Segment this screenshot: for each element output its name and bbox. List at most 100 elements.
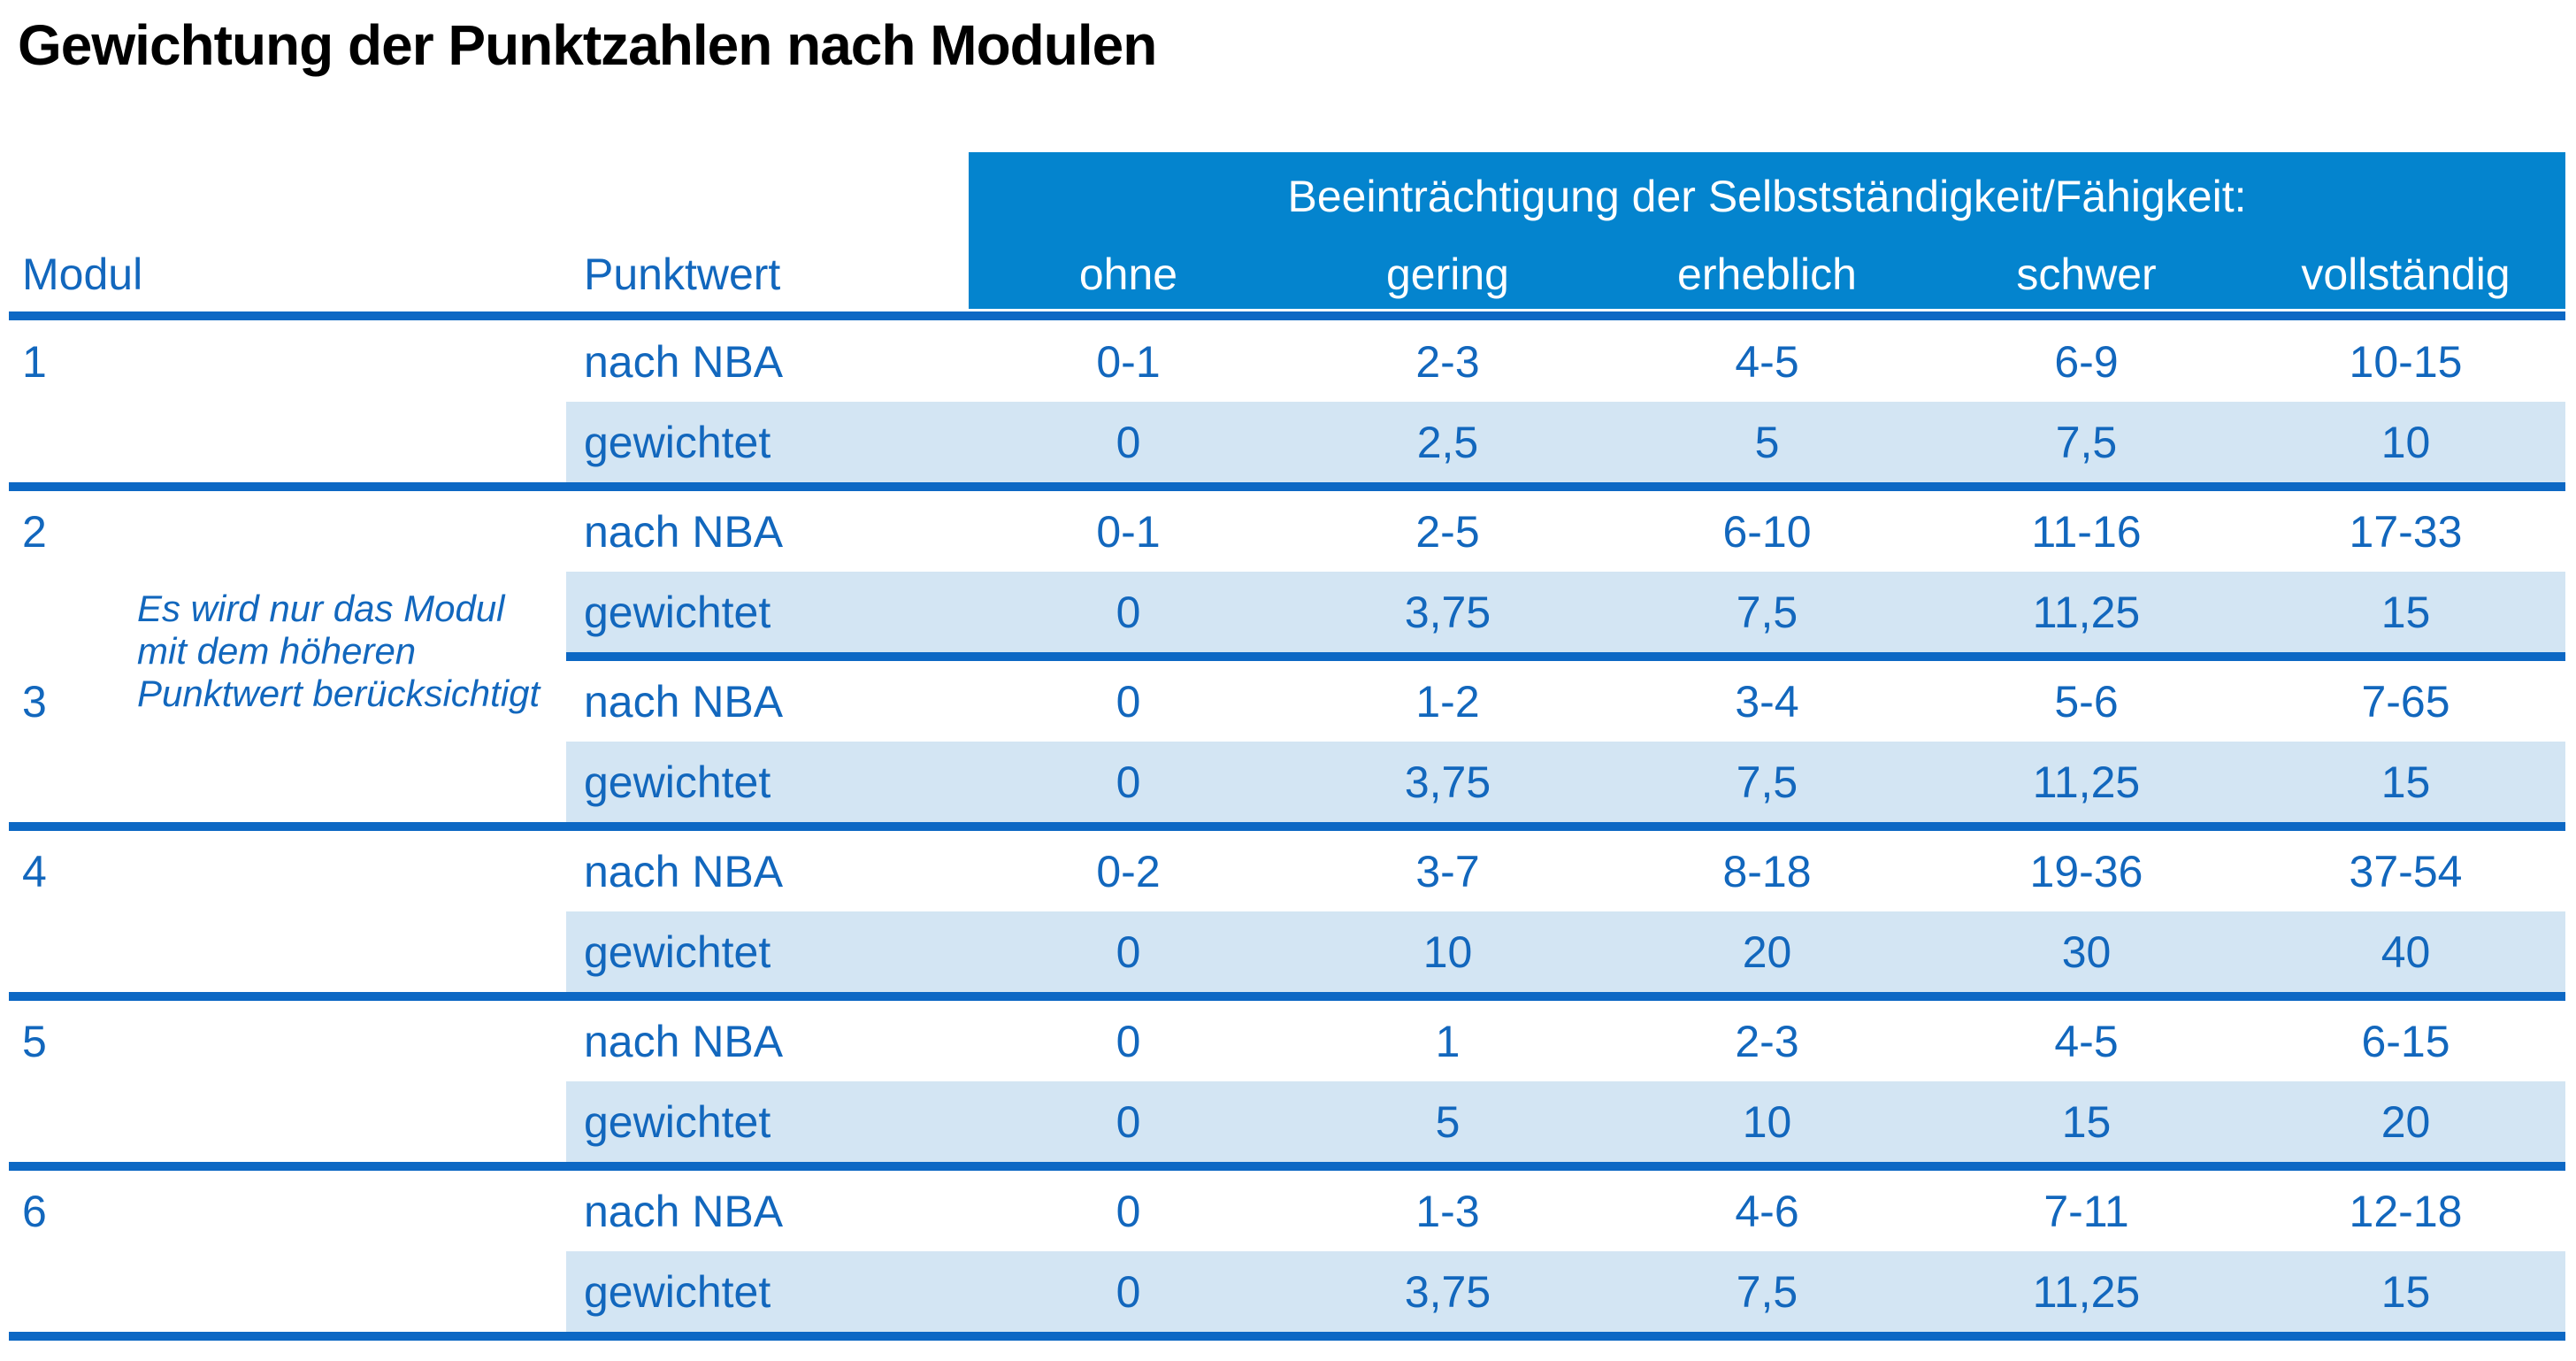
score-cell: 0 [1116, 757, 1141, 807]
score-cell: 17-33 [2349, 506, 2463, 557]
score-cell: 4-6 [1735, 1186, 1799, 1236]
row-type-label: gewichtet [584, 757, 771, 807]
column-header-punktwert: Punktwert [584, 249, 781, 299]
row-highlight [566, 1081, 2565, 1162]
score-cell: 11,25 [2032, 757, 2141, 807]
score-cell: 11-16 [2031, 506, 2142, 557]
table-header-band [969, 152, 2565, 309]
row-highlight [566, 402, 2565, 482]
score-cell: 0 [1116, 1096, 1141, 1147]
row-module-4-weighted: gewichtet 0 10 20 30 40 [0, 911, 2576, 992]
score-cell: 0 [1116, 417, 1141, 467]
row-type-label: gewichtet [584, 1266, 771, 1317]
score-cell: 5-6 [2054, 676, 2119, 727]
group-divider [9, 482, 2565, 491]
score-cell: 1 [1435, 1016, 1460, 1066]
score-cell: 15 [2380, 1266, 2431, 1317]
row-module-6-nba: 6 nach NBA 0 1-3 4-6 7-11 12-18 [0, 1171, 2576, 1251]
row-type-label: nach NBA [584, 846, 784, 896]
score-cell: 7,5 [1736, 757, 1798, 807]
row-highlight [566, 572, 2565, 652]
score-cell: 6-9 [2054, 336, 2119, 387]
group-divider [9, 992, 2565, 1001]
score-cell: 37-54 [2349, 846, 2463, 896]
column-header-schwer: schwer [2016, 249, 2157, 299]
column-header-gering: gering [1386, 249, 1509, 299]
score-cell: 19-36 [2029, 846, 2143, 896]
score-cell: 20 [2380, 1096, 2431, 1147]
score-cell: 2-5 [1415, 506, 1480, 557]
module-number: 1 [22, 336, 47, 387]
row-module-1-nba: 1 nach NBA 0-1 2-3 4-5 6-9 10-15 [0, 321, 2576, 402]
score-cell: 15 [2380, 587, 2431, 637]
module-number: 6 [22, 1186, 47, 1236]
score-cell: 5 [1754, 417, 1780, 467]
score-cell: 30 [2061, 927, 2112, 977]
row-type-label: nach NBA [584, 336, 784, 387]
module-number: 3 [22, 676, 47, 727]
column-header-modul: Modul [22, 249, 143, 299]
score-cell: 3,75 [1404, 587, 1491, 637]
row-module-6-weighted: gewichtet 0 3,75 7,5 11,25 15 [0, 1251, 2576, 1332]
score-cell: 15 [2380, 757, 2431, 807]
score-cell: 4-5 [1735, 336, 1799, 387]
score-cell: 15 [2061, 1096, 2112, 1147]
score-cell: 12-18 [2349, 1186, 2463, 1236]
column-header-ohne: ohne [1078, 249, 1178, 299]
row-type-label: gewichtet [584, 927, 771, 977]
row-type-label: nach NBA [584, 1016, 784, 1066]
row-highlight [566, 1251, 2565, 1332]
row-type-label: nach NBA [584, 506, 784, 557]
score-cell: 0 [1116, 1266, 1141, 1317]
score-cell: 11,25 [2032, 1266, 2141, 1317]
table-header-row: Modul Punktwert ohne gering erheblich sc… [0, 239, 2576, 309]
score-cell: 2-3 [1735, 1016, 1799, 1066]
row-type-label: gewichtet [584, 587, 771, 637]
row-module-5-nba: 5 nach NBA 0 1 2-3 4-5 6-15 [0, 1001, 2576, 1081]
score-cell: 5 [1435, 1096, 1460, 1147]
score-cell: 0-1 [1096, 336, 1161, 387]
row-module-1-weighted: gewichtet 0 2,5 5 7,5 10 [0, 402, 2576, 482]
score-cell: 40 [2380, 927, 2431, 977]
table-bottom-rule [9, 1332, 2565, 1341]
score-cell: 7,5 [1736, 1266, 1798, 1317]
score-cell: 2-3 [1415, 336, 1480, 387]
score-cell: 0 [1116, 1016, 1141, 1066]
score-cell: 3,75 [1404, 1266, 1491, 1317]
column-header-vollstaendig: vollständig [2301, 249, 2511, 299]
score-cell: 0-2 [1096, 846, 1161, 896]
row-highlight [566, 742, 2565, 822]
score-cell: 6-15 [2361, 1016, 2450, 1066]
score-cell: 0 [1116, 587, 1141, 637]
score-cell: 0 [1116, 676, 1141, 727]
score-cell: 3-4 [1735, 676, 1799, 727]
score-cell: 7,5 [2055, 417, 2118, 467]
score-cell: 7,5 [1736, 587, 1798, 637]
score-cell: 10 [2380, 417, 2431, 467]
score-cell: 7-11 [2043, 1186, 2129, 1236]
row-module-2-weighted: gewichtet 0 3,75 7,5 11,25 15 [0, 572, 2576, 652]
score-cell: 6-10 [1722, 506, 1812, 557]
group-divider [9, 822, 2565, 831]
page-title: Gewichtung der Punktzahlen nach Modulen [18, 13, 1157, 77]
group-divider [9, 1162, 2565, 1171]
row-module-3-weighted: gewichtet 0 3,75 7,5 11,25 15 [0, 742, 2576, 822]
score-cell: 7-65 [2361, 676, 2450, 727]
row-type-label: nach NBA [584, 1186, 784, 1236]
row-type-label: nach NBA [584, 676, 784, 727]
row-module-2-nba: 2 nach NBA 0-1 2-5 6-10 11-16 17-33 [0, 491, 2576, 572]
column-header-erheblich: erheblich [1677, 249, 1857, 299]
impairment-header: Beeinträchtigung der Selbstständigkeit/F… [1287, 172, 2247, 221]
score-cell: 10 [1422, 927, 1473, 977]
module-2-3-divider [566, 652, 2565, 661]
score-cell: 8-18 [1722, 846, 1812, 896]
score-cell: 10 [1742, 1096, 1792, 1147]
score-cell: 0 [1116, 927, 1141, 977]
score-cell: 4-5 [2054, 1016, 2119, 1066]
score-cell: 0-1 [1096, 506, 1161, 557]
score-cell: 1-3 [1415, 1186, 1480, 1236]
module-number: 4 [22, 846, 47, 896]
row-module-5-weighted: gewichtet 0 5 10 15 20 [0, 1081, 2576, 1162]
row-module-3-nba: 3 nach NBA 0 1-2 3-4 5-6 7-65 [0, 661, 2576, 742]
